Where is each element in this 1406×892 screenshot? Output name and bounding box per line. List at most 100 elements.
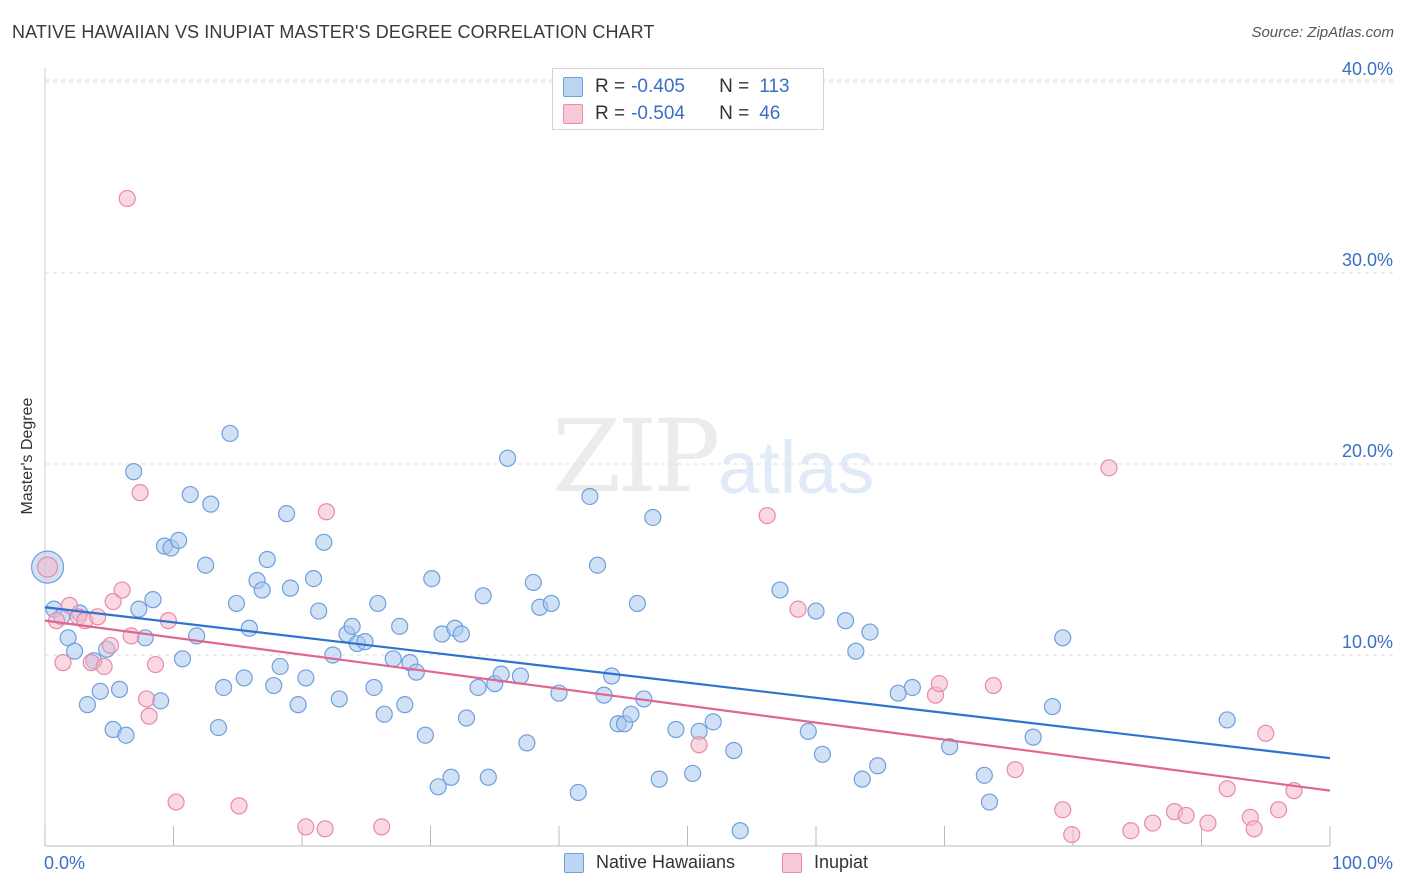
inupiat-points xyxy=(36,189,1303,844)
inupiat-point xyxy=(1144,814,1162,832)
inupiat-point xyxy=(137,690,156,708)
trend-line-inupiat xyxy=(44,619,1331,792)
inupiat-point xyxy=(1100,459,1118,477)
y-tick-label: 30.0% xyxy=(1342,250,1393,270)
native-hawaiian-point xyxy=(1024,728,1042,746)
native-hawaiian-point xyxy=(227,594,246,613)
native-hawaiian-point xyxy=(384,650,402,668)
native-hawaiian-point xyxy=(1054,629,1072,647)
native-hawaiian-point xyxy=(1218,711,1236,729)
native-hawaiian-point xyxy=(215,678,233,697)
native-hawaiian-point xyxy=(416,726,434,744)
r-value: -0.504 xyxy=(631,103,685,124)
native-hawaiian-point xyxy=(853,770,871,788)
y-axis-label: Master's Degree xyxy=(19,397,36,515)
inupiat-point xyxy=(1218,780,1236,798)
native-hawaiian-point xyxy=(518,734,536,752)
native-hawaiian-point xyxy=(644,508,662,527)
inupiat-point xyxy=(1199,814,1217,832)
inupiat-point xyxy=(984,676,1002,695)
native-hawaiian-point xyxy=(281,579,300,597)
native-hawaiian-point xyxy=(499,449,517,467)
n-label: N = xyxy=(719,103,750,124)
native-hawaiian-point xyxy=(277,505,296,523)
n-value: 113 xyxy=(759,76,790,97)
native-hawaiian-point xyxy=(429,778,447,796)
native-hawaiian-point xyxy=(265,676,283,695)
native-hawaiian-point xyxy=(396,696,414,714)
native-hawaiian-point xyxy=(110,680,129,698)
tick-labels: 10.0% 20.0% 30.0% 40.0% 0.0% 100.0% xyxy=(44,59,1393,873)
native-hawaiian-point xyxy=(423,569,441,588)
inupiat-point xyxy=(118,189,136,208)
native-hawaiian-point xyxy=(330,690,348,708)
native-hawaiian-point xyxy=(391,617,409,635)
native-hawaiian-point xyxy=(324,646,342,664)
native-hawaiian-point xyxy=(304,569,323,588)
legend-item-inupiat[interactable]: Inupiat xyxy=(782,852,868,873)
native-hawaiian-point xyxy=(704,713,722,731)
inupiat-point xyxy=(101,636,120,655)
inupiat-point xyxy=(1006,760,1024,779)
native-hawaiian-point xyxy=(469,678,487,697)
native-hawaiian-point xyxy=(130,600,148,618)
native-hawaiian-point xyxy=(941,738,959,756)
native-hawaiian-point xyxy=(78,696,97,714)
native-hawaiian-point xyxy=(343,617,361,635)
inupiat-point xyxy=(230,797,248,815)
native-hawaiian-point xyxy=(667,720,685,739)
native-hawaiian-point xyxy=(170,531,188,550)
native-hawaiian-point xyxy=(125,463,143,481)
inupiat-point xyxy=(317,503,336,521)
inupiat-point xyxy=(89,608,107,626)
native-hawaiians-points xyxy=(30,424,1236,840)
native-hawaiian-point xyxy=(569,783,587,802)
r-label: R = xyxy=(595,76,626,97)
inupiat-point xyxy=(758,506,776,525)
native-hawaiian-point xyxy=(903,678,921,697)
n-value: 46 xyxy=(759,103,781,124)
legend-label: Inupiat xyxy=(814,852,869,872)
pink-swatch xyxy=(563,104,583,124)
legend-item-native-hawaiians[interactable]: Native Hawaiians xyxy=(564,852,735,873)
native-hawaiian-point xyxy=(542,594,560,613)
inupiat-point xyxy=(146,655,165,674)
pink-swatch xyxy=(782,852,802,873)
native-hawaiian-point xyxy=(297,669,315,687)
native-hawaiian-point xyxy=(847,642,865,660)
native-hawaiian-point xyxy=(315,533,333,551)
native-hawaiian-point xyxy=(258,550,276,569)
native-hawaiian-point xyxy=(209,718,228,737)
inupiat-point xyxy=(1257,724,1275,742)
native-hawaiian-point xyxy=(588,556,607,574)
r-value: -0.405 xyxy=(631,76,685,97)
native-hawaiian-point xyxy=(91,682,109,700)
native-hawaiian-point xyxy=(731,822,749,840)
native-hawaiian-point xyxy=(452,625,470,643)
inupiat-point xyxy=(373,818,391,836)
x-tick-label: 0.0% xyxy=(44,853,85,873)
n-label: N = xyxy=(719,76,750,97)
native-hawaiian-point xyxy=(240,619,258,637)
native-hawaiian-point xyxy=(1043,697,1062,716)
native-hawaiian-point xyxy=(869,757,887,775)
native-hawaiian-point xyxy=(235,669,253,687)
legend-row-native-hawaiians: R = -0.405 N = 113 xyxy=(563,75,790,99)
r-label: R = xyxy=(595,103,626,124)
native-hawaiian-point xyxy=(807,602,825,620)
native-hawaiian-point xyxy=(365,678,383,697)
native-hawaiian-point xyxy=(813,745,832,763)
y-tick-label: 10.0% xyxy=(1342,632,1393,652)
inupiat-point xyxy=(789,600,807,618)
native-hawaiian-point xyxy=(524,573,542,592)
native-hawaiian-point xyxy=(271,657,289,676)
blue-swatch xyxy=(563,77,583,97)
inupiat-point xyxy=(1269,801,1288,819)
inupiat-point xyxy=(36,556,59,578)
native-hawaiian-point xyxy=(457,709,476,727)
series-legend: Native Hawaiians Inupiat xyxy=(0,852,1406,878)
native-hawaiian-point xyxy=(771,581,789,599)
source-label: Source: ZipAtlas.com xyxy=(1251,24,1394,41)
native-hawaiian-point xyxy=(628,594,646,613)
native-hawaiian-point xyxy=(479,768,497,786)
